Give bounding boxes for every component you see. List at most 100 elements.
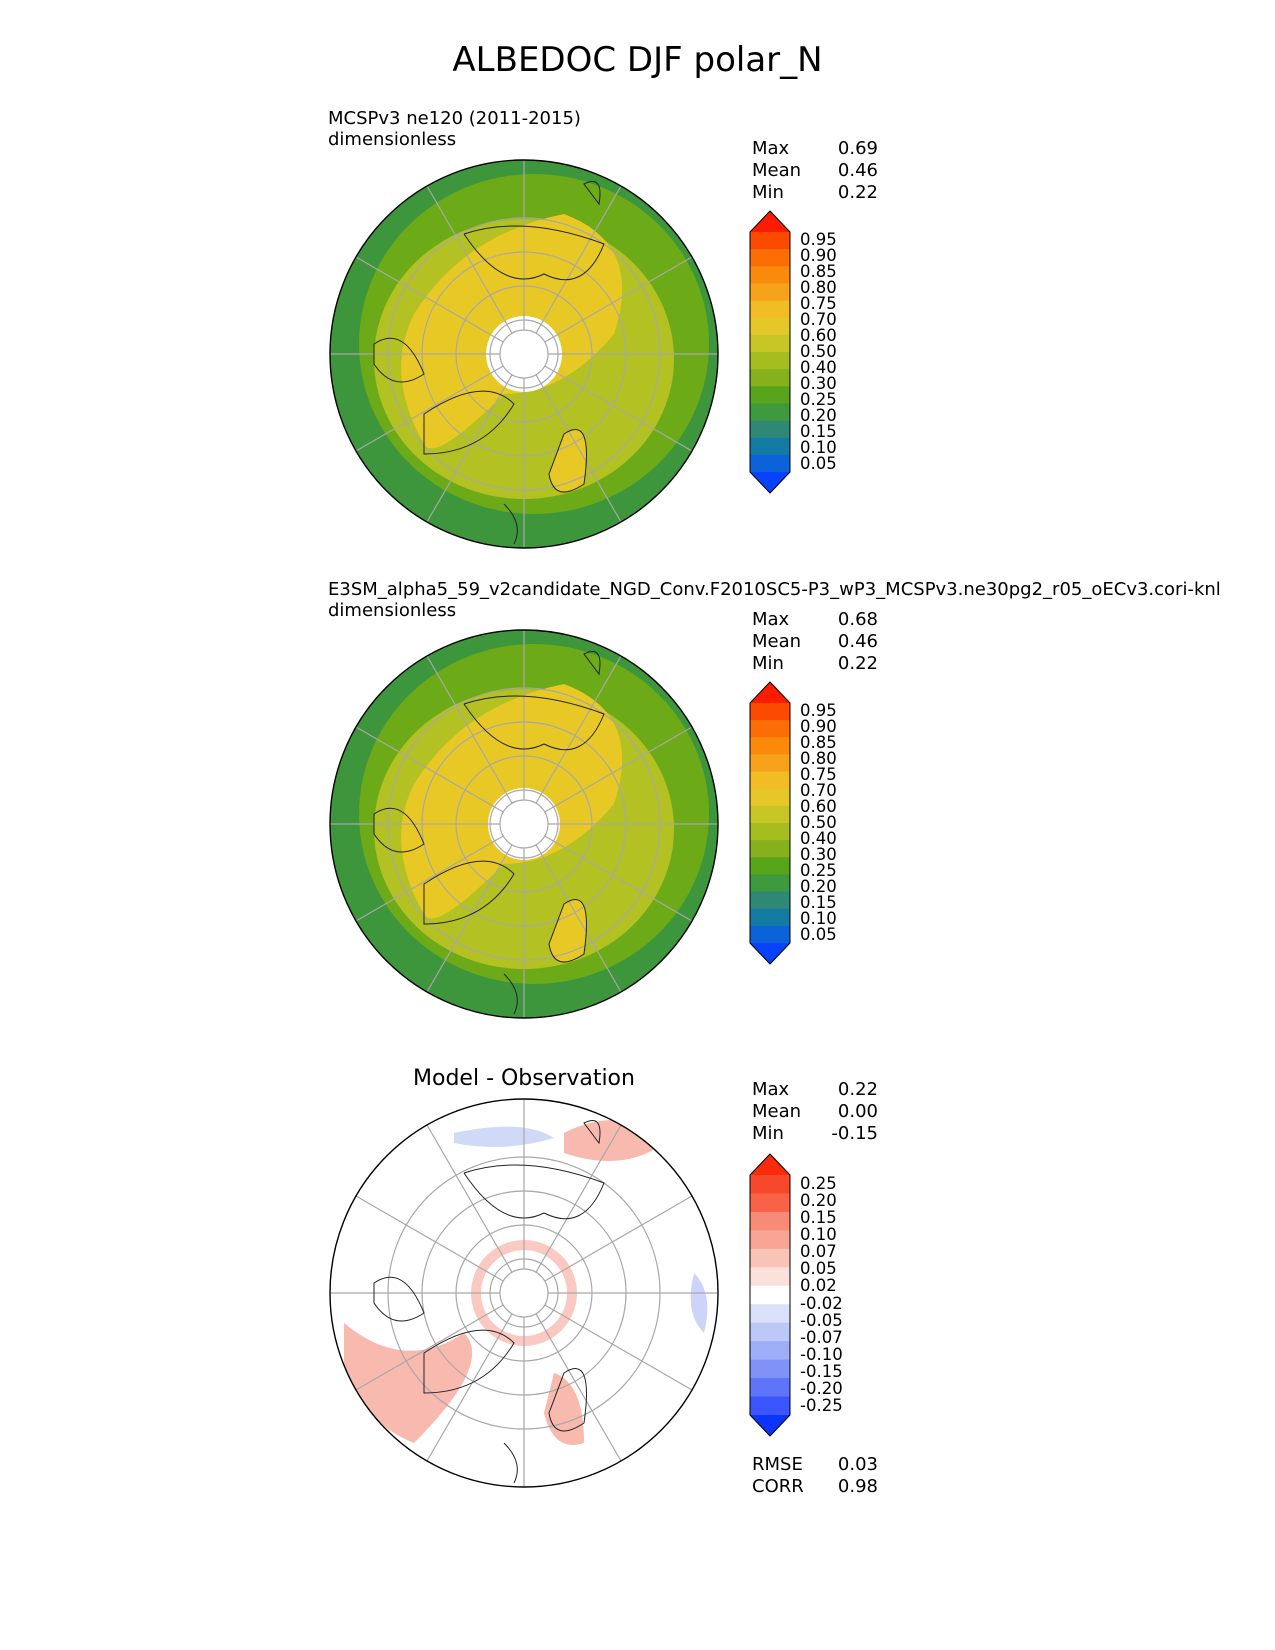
- stat-label: Min: [752, 653, 784, 674]
- longitude-line: [535, 655, 622, 804]
- longitude-line: [544, 1304, 693, 1391]
- colorbar-segment: [750, 737, 790, 756]
- panel2-units: dimensionless: [328, 600, 457, 621]
- panel3-title: Model - Observation: [413, 1066, 635, 1091]
- panel2-colorbar: 0.95 0.90 0.85 0.80 0.75 0.70 0.60 0.50 0.40 0.30…: [749, 681, 870, 965]
- colorbar-tick-label: -0.10: [800, 1345, 843, 1364]
- colorbar-tick-label: 0.07: [800, 1242, 837, 1262]
- colorbar-tick-label: 0.20: [800, 1190, 837, 1210]
- colorbar-segment: [750, 805, 790, 824]
- colorbar-segment: [750, 891, 790, 910]
- colorbar-extend-top: [750, 211, 790, 232]
- colorbar-outline: [749, 1153, 791, 1437]
- stat-max: Max 0.69: [752, 138, 878, 160]
- diff-negative: [454, 1126, 554, 1147]
- colorbar-segment: [750, 300, 790, 319]
- stat-label: Min: [752, 1123, 784, 1144]
- stat-max: Max 0.22: [752, 1079, 878, 1101]
- longitude-line: [355, 1195, 504, 1282]
- coastline: [463, 695, 605, 751]
- colorbar-svg: [749, 210, 791, 494]
- stat-label: Max: [752, 609, 790, 630]
- longitude-line: [426, 374, 513, 523]
- panel3-colorbar: 0.25 0.20 0.15 0.10 0.07 0.05 0.02 -0.02 -0.05 -0…: [749, 1153, 870, 1437]
- coastline: [463, 225, 605, 281]
- colorbar-tick-label: -0.02: [800, 1293, 843, 1313]
- metric-rmse: RMSE 0.03: [752, 1454, 878, 1476]
- panel3-map: [329, 1098, 719, 1488]
- coastline: [583, 181, 601, 206]
- colorbar-segment: [750, 823, 790, 841]
- colorbar-segment: [750, 1175, 790, 1195]
- colorbar-segment: [750, 720, 790, 738]
- colorbar-tick-label: 0.05: [800, 454, 837, 473]
- colorbar-segment: [750, 1304, 790, 1324]
- colorbar-tick-label: 0.05: [800, 1259, 837, 1279]
- panel1-subtitle: MCSPv3 ne120 (2011-2015): [328, 108, 581, 129]
- colorbar-tick-label: 0.95: [800, 701, 837, 720]
- colorbar-segment: [750, 334, 790, 353]
- colorbar-segment: [750, 1285, 790, 1305]
- colorbar-extend-bottom: [750, 472, 790, 493]
- colorbar-tick-label: 0.75: [800, 765, 837, 784]
- stat-mean: Mean 0.46: [752, 160, 878, 182]
- stat-value: 0.69: [837, 138, 878, 159]
- colorbar-segment: [750, 1341, 790, 1361]
- longitude-line: [535, 185, 622, 334]
- colorbar-segment: [750, 403, 790, 422]
- colorbar-segment: [750, 420, 790, 439]
- colorbar-svg: [749, 1153, 791, 1437]
- colorbar-tick-label: 0.30: [800, 374, 837, 393]
- colorbar-extend-bottom: [750, 1415, 790, 1436]
- longitude-line: [535, 374, 622, 523]
- panel1-map: [329, 159, 719, 549]
- map-field: [330, 1099, 718, 1487]
- colorbar-segment: [750, 386, 790, 405]
- colorbar-segment: [750, 317, 790, 336]
- longitude-line: [355, 365, 504, 452]
- colorbar-segment: [750, 1211, 790, 1231]
- map-boundary: [329, 629, 719, 1019]
- stat-label: Max: [752, 138, 790, 159]
- stat-min: Min -0.15: [752, 1123, 878, 1145]
- colorbar-segment: [750, 857, 790, 876]
- colorbar-tick-label: 0.40: [800, 829, 837, 848]
- colorbar-tick-label: 0.60: [800, 326, 837, 345]
- map-boundary: [329, 1098, 719, 1488]
- colorbar-segment: [750, 1267, 790, 1287]
- coastline: [373, 807, 425, 853]
- metric-corr: CORR 0.98: [752, 1476, 878, 1498]
- longitude-line: [355, 726, 504, 813]
- longitude-line: [426, 655, 513, 804]
- colorbar-tick-label: 0.10: [800, 438, 837, 457]
- colorbar-segment: [750, 754, 790, 773]
- longitude-line: [426, 844, 513, 993]
- longitude-line: [535, 844, 622, 993]
- colorbar-tick-label: 0.30: [800, 845, 837, 864]
- colorbar-segment: [750, 266, 790, 285]
- colorbar-segment: [750, 1230, 790, 1250]
- longitude-line: [535, 1313, 622, 1462]
- colorbar-segment: [750, 703, 790, 721]
- coastline: [503, 503, 518, 545]
- colorbar-segment: [750, 771, 790, 790]
- map-field: [330, 160, 718, 548]
- colorbar-tick-label: 0.25: [800, 1173, 837, 1193]
- coastline: [503, 1442, 518, 1484]
- colorbar-segment: [750, 1248, 790, 1268]
- colorbar-segment: [750, 925, 790, 944]
- stat-min: Min 0.22: [752, 182, 878, 204]
- panel1-units: dimensionless: [328, 129, 457, 150]
- metric-value: 0.03: [837, 1454, 878, 1475]
- map-boundary: [329, 159, 719, 549]
- longitude-line: [426, 185, 513, 334]
- colorbar-segment: [750, 840, 790, 858]
- colorbar-segment: [750, 788, 790, 807]
- longitude-line: [355, 256, 504, 343]
- colorbar-tick-label: 0.80: [800, 278, 837, 297]
- colorbar-extend-bottom: [750, 943, 790, 964]
- colorbar-tick-label: 0.15: [800, 422, 837, 441]
- longitude-line: [544, 365, 693, 452]
- colorbar-tick-label: 0.50: [800, 813, 837, 832]
- coastline: [583, 1120, 601, 1145]
